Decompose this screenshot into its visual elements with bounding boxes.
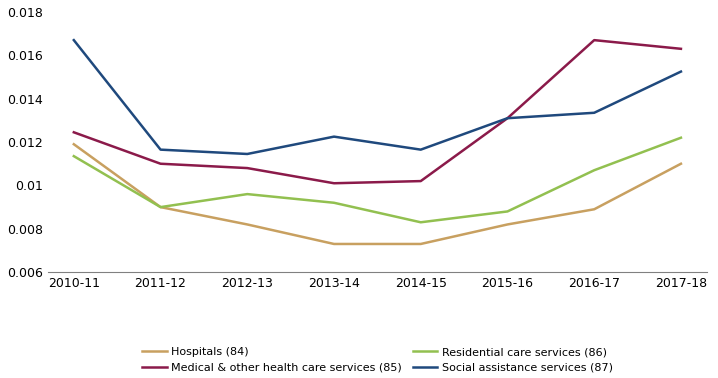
Line: Medical & other health care services (85): Medical & other health care services (85…	[74, 40, 681, 183]
Hospitals (84)	[590, 207, 599, 212]
Hospitals (84)	[157, 205, 165, 209]
Residential care services (86)	[503, 209, 512, 214]
Medical & other health care services (85)	[70, 130, 78, 135]
Residential care services (86)	[243, 192, 251, 196]
Medical & other health care services (85)	[503, 116, 512, 121]
Hospitals (84)	[70, 142, 78, 147]
Medical & other health care services (85)	[676, 46, 685, 51]
Residential care services (86)	[330, 200, 338, 205]
Social assistance services (87)	[243, 152, 251, 156]
Social assistance services (87)	[416, 147, 425, 152]
Medical & other health care services (85)	[243, 166, 251, 170]
Residential care services (86)	[416, 220, 425, 225]
Residential care services (86)	[676, 135, 685, 140]
Medical & other health care services (85)	[590, 38, 599, 42]
Medical & other health care services (85)	[157, 161, 165, 166]
Line: Hospitals (84): Hospitals (84)	[74, 144, 681, 244]
Hospitals (84)	[416, 242, 425, 246]
Residential care services (86)	[590, 168, 599, 172]
Line: Social assistance services (87): Social assistance services (87)	[74, 40, 681, 154]
Medical & other health care services (85)	[416, 179, 425, 183]
Medical & other health care services (85)	[330, 181, 338, 186]
Hospitals (84)	[676, 161, 685, 166]
Line: Residential care services (86): Residential care services (86)	[74, 138, 681, 222]
Residential care services (86)	[157, 205, 165, 209]
Social assistance services (87)	[503, 116, 512, 121]
Residential care services (86)	[70, 154, 78, 158]
Social assistance services (87)	[590, 110, 599, 115]
Social assistance services (87)	[330, 134, 338, 139]
Hospitals (84)	[243, 222, 251, 227]
Social assistance services (87)	[70, 38, 78, 42]
Social assistance services (87)	[676, 69, 685, 74]
Hospitals (84)	[330, 242, 338, 246]
Social assistance services (87)	[157, 147, 165, 152]
Legend: Hospitals (84), Medical & other health care services (85), Residential care serv: Hospitals (84), Medical & other health c…	[138, 343, 617, 377]
Hospitals (84)	[503, 222, 512, 227]
